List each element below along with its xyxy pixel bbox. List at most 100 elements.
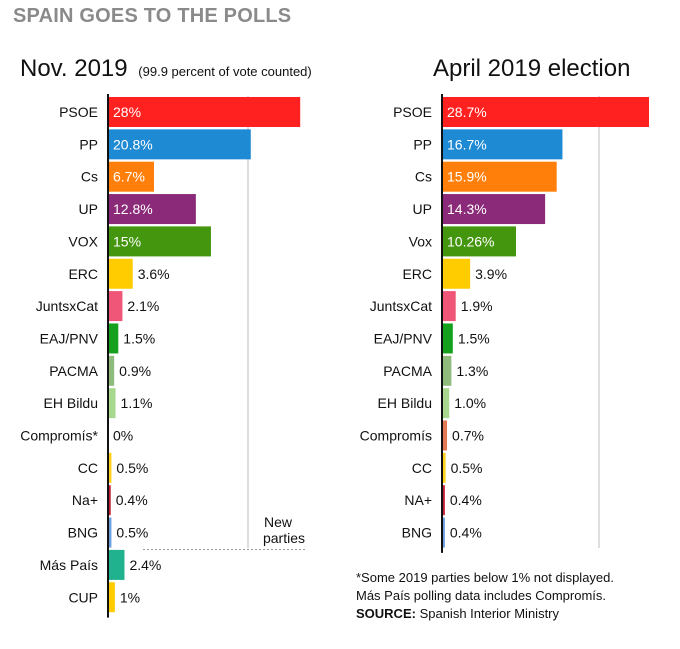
nov-value-cs: 6.7%	[113, 169, 145, 185]
april-category-eaj-pnv: EAJ/PNV	[374, 330, 433, 346]
nov-bar-up	[108, 194, 196, 225]
april-category-juntsxcat: JuntsxCat	[370, 298, 432, 314]
april-bar-eh-bildu	[442, 388, 450, 419]
footnote-1: *Some 2019 parties below 1% not displaye…	[356, 570, 614, 585]
new-parties-annotation: New parties	[263, 514, 305, 546]
april-category-vox: Vox	[409, 233, 432, 249]
april-bar-cc	[442, 452, 446, 483]
april-bar-comprom-s	[442, 420, 448, 451]
nov-bar-vox	[108, 226, 211, 257]
april-category-pacma: PACMA	[383, 363, 432, 379]
april-category-cc: CC	[412, 460, 432, 476]
left-chart-title: Nov. 2019 (99.9 percent of vote counted)	[20, 55, 312, 83]
april-category-bng: BNG	[402, 525, 432, 541]
nov-category-cup: CUP	[68, 589, 98, 605]
april-value-cs: 15.9%	[447, 169, 487, 185]
nov-value-psoe: 28%	[113, 104, 141, 120]
nov-category-eaj-pnv: EAJ/PNV	[40, 330, 99, 346]
april-bar-up	[442, 194, 546, 225]
nov-bar-cup	[108, 582, 115, 613]
april-value-pacma: 1.3%	[456, 363, 488, 379]
nov-bar-na	[108, 485, 111, 516]
april-category-cs: Cs	[415, 169, 432, 185]
april-category-pp: PP	[413, 136, 432, 152]
nov-bar-juntsxcat	[108, 291, 123, 322]
april-value-erc: 3.9%	[475, 266, 507, 282]
left-bar-chart: PSOE 28% PP 20.8% Cs 6.7% UP 12.8% VOX 15% ERC 3.6%…	[20, 94, 305, 618]
right-bar-chart: PSOE 28.7% PP 16.7% Cs 15.9% UP 14.3% Vox 10.26% E…	[360, 94, 649, 553]
april-value-vox: 10.26%	[447, 233, 494, 249]
april-value-eh-bildu: 1.0%	[454, 395, 486, 411]
nov-value-cup: 1%	[120, 589, 140, 605]
source-text: Spanish Interior Ministry	[415, 606, 560, 621]
right-chart-title: April 2019 election	[433, 55, 631, 82]
nov-value-vox: 15%	[113, 233, 141, 249]
april-value-pp: 16.7%	[447, 136, 487, 152]
nov-bar-m-s-pa-s	[108, 549, 125, 580]
april-bar-eaj-pnv	[442, 323, 453, 354]
nov-category-pp: PP	[79, 136, 98, 152]
nov-category-comprom-s: Compromís*	[20, 428, 98, 444]
nov-value-m-s-pa-s: 2.4%	[129, 557, 161, 573]
april-category-na: NA+	[404, 492, 432, 508]
footnotes: *Some 2019 parties below 1% not displaye…	[356, 569, 614, 623]
nov-bar-bng	[108, 517, 112, 548]
nov-value-pacma: 0.9%	[119, 363, 151, 379]
nov-bar-psoe	[108, 97, 301, 127]
nov-value-comprom-s: 0%	[113, 428, 133, 444]
nov-category-cs: Cs	[81, 169, 98, 185]
april-bar-vox	[442, 226, 517, 257]
left-chart-subtitle: (99.9 percent of vote counted)	[138, 64, 312, 79]
april-bar-erc	[442, 258, 471, 289]
april-bar-pacma	[442, 355, 452, 386]
april-value-psoe: 28.7%	[447, 104, 487, 120]
april-category-comprom-s: Compromís	[360, 428, 432, 444]
footnote-2: Más País polling data includes Compromís…	[356, 588, 607, 603]
nov-category-bng: BNG	[68, 525, 98, 541]
left-chart-title-text: Nov. 2019	[20, 55, 128, 82]
nov-value-erc: 3.6%	[138, 266, 170, 282]
nov-value-na: 0.4%	[116, 492, 148, 508]
april-category-up: UP	[413, 201, 432, 217]
nov-bar-eaj-pnv	[108, 323, 119, 354]
nov-value-pp: 20.8%	[113, 136, 153, 152]
nov-value-juntsxcat: 2.1%	[127, 298, 159, 314]
april-value-na: 0.4%	[450, 492, 482, 508]
nov-category-juntsxcat: JuntsxCat	[36, 298, 98, 314]
april-bar-bng	[442, 517, 445, 548]
april-value-bng: 0.4%	[450, 525, 482, 541]
nov-bar-erc	[108, 258, 133, 289]
april-value-comprom-s: 0.7%	[452, 428, 484, 444]
april-bar-na	[442, 485, 445, 516]
april-value-up: 14.3%	[447, 201, 487, 217]
nov-category-na: Na+	[72, 492, 98, 508]
april-value-juntsxcat: 1.9%	[461, 298, 493, 314]
nov-value-eh-bildu: 1.1%	[121, 395, 153, 411]
source-label: SOURCE:	[356, 606, 416, 621]
april-category-erc: ERC	[402, 266, 432, 282]
april-bar-psoe	[442, 97, 649, 127]
nov-category-m-s-pa-s: Más País	[40, 557, 98, 573]
nov-category-psoe: PSOE	[59, 104, 98, 120]
page-title: SPAIN GOES TO THE POLLS	[13, 5, 292, 27]
source-line: SOURCE: Spanish Interior Ministry	[356, 605, 614, 623]
nov-category-vox: VOX	[68, 233, 98, 249]
nov-bar-cc	[108, 452, 112, 483]
nov-bar-pp	[108, 129, 251, 160]
april-value-cc: 0.5%	[451, 460, 483, 476]
nov-bar-eh-bildu	[108, 388, 116, 419]
nov-value-bng: 0.5%	[116, 525, 148, 541]
nov-category-pacma: PACMA	[49, 363, 98, 379]
nov-category-eh-bildu: EH Bildu	[44, 395, 98, 411]
april-bar-cs	[442, 161, 557, 192]
nov-category-erc: ERC	[68, 266, 98, 282]
april-bar-pp	[442, 129, 563, 160]
nov-value-up: 12.8%	[113, 201, 153, 217]
april-bar-juntsxcat	[442, 291, 456, 322]
nov-category-up: UP	[79, 201, 98, 217]
nov-bar-cs	[108, 161, 154, 192]
april-category-psoe: PSOE	[393, 104, 432, 120]
april-value-eaj-pnv: 1.5%	[458, 330, 490, 346]
nov-value-cc: 0.5%	[116, 460, 148, 476]
